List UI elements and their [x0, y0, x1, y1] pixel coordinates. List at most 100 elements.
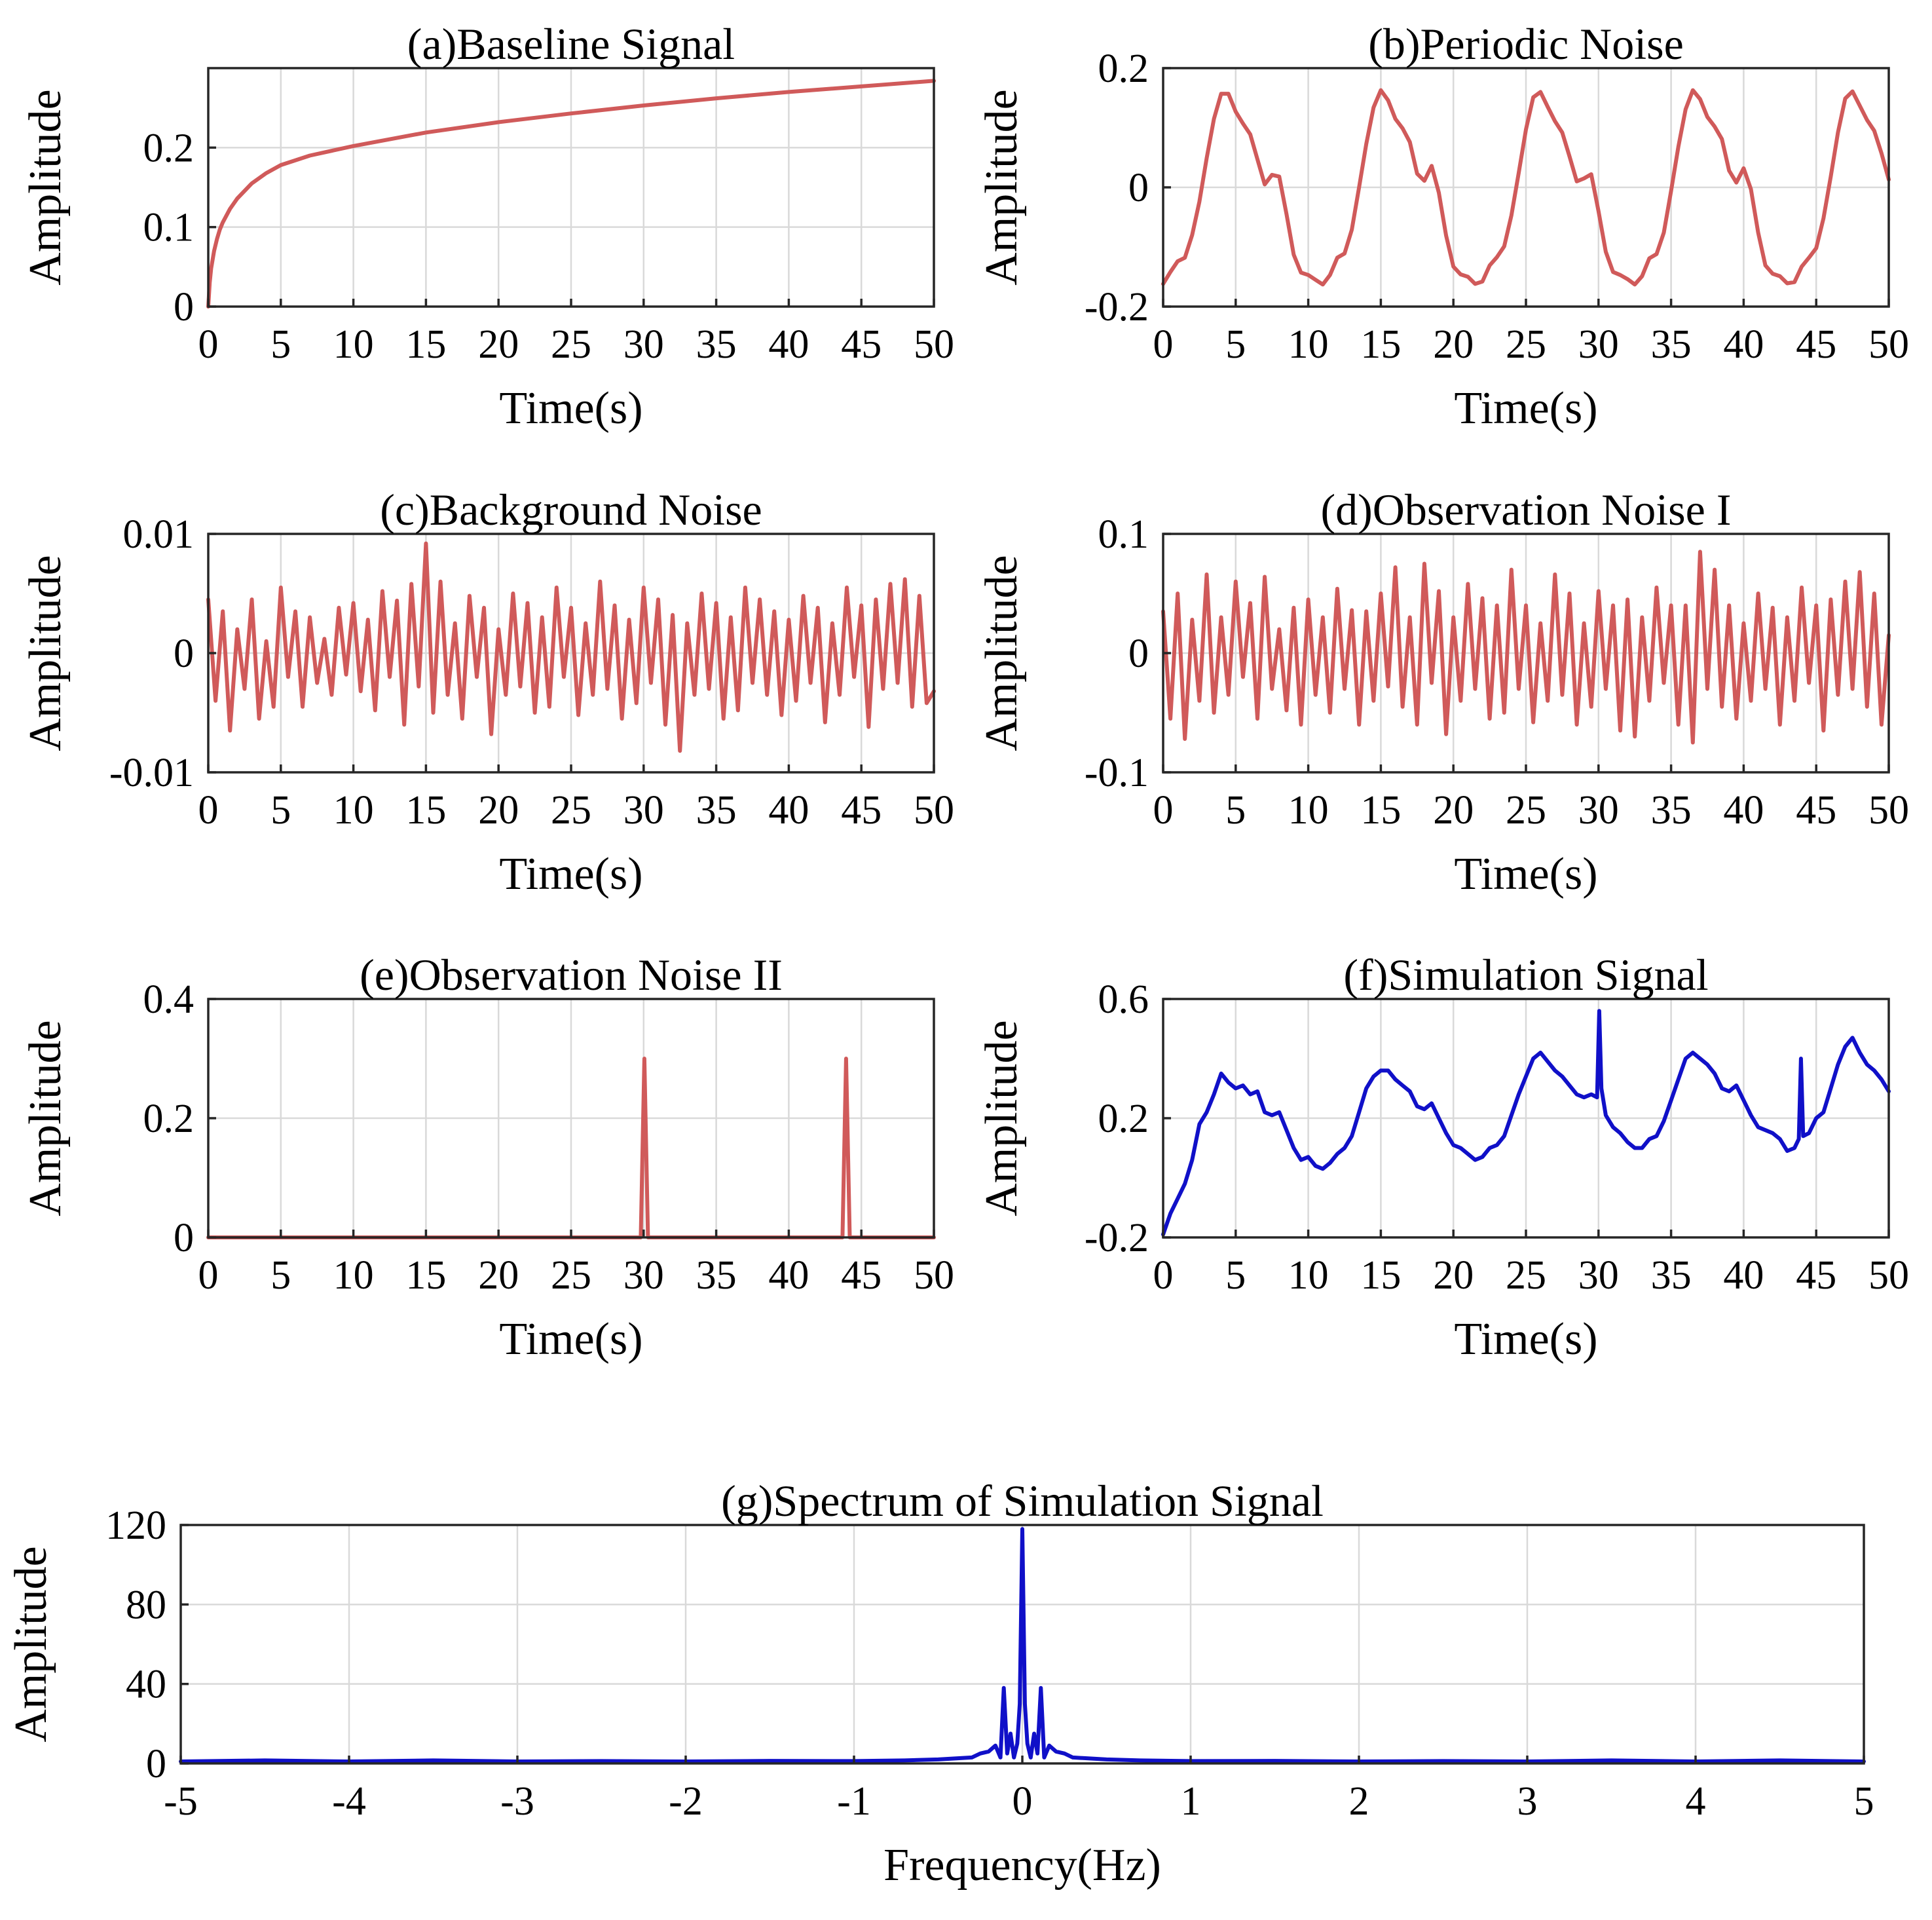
x-tick-label: 10	[333, 788, 374, 833]
chart-title: (c)Background Noise	[380, 485, 762, 535]
subplot-f: 0 5 10 15 20 25 30 35 40 45 50 -0.2 0.2 0.6 (f)Simulat…	[976, 950, 1909, 1365]
x-tick-label: 15	[405, 322, 446, 367]
x-tick-label: 25	[551, 788, 591, 833]
x-tick-label: 5	[1225, 788, 1246, 833]
x-tick-label: 30	[623, 1253, 664, 1298]
y-tick-label: 0	[146, 1742, 166, 1786]
chart-title: (b)Periodic Noise	[1368, 19, 1684, 69]
x-tick-label: 10	[333, 322, 374, 367]
x-tick-label: 0	[198, 1253, 219, 1298]
x-tick-label: 2	[1349, 1779, 1369, 1824]
y-tick-label: 0	[1128, 631, 1149, 676]
x-tick-label: 10	[333, 1253, 374, 1298]
x-tick-label: 1	[1181, 1779, 1201, 1824]
chart-title: (g)Spectrum of Simulation Signal	[721, 1476, 1324, 1526]
x-tick-label: 35	[1651, 1253, 1692, 1298]
x-tick-label: 50	[1868, 788, 1909, 833]
x-tick-label: 20	[1433, 1253, 1474, 1298]
x-axis-label: Time(s)	[1454, 1314, 1597, 1365]
x-tick-label: 20	[478, 788, 519, 833]
x-tick-label: 45	[1796, 788, 1836, 833]
y-tick-label: 0	[174, 285, 194, 329]
subplot-g: -5 -4 -3 -2 -1 0 1 2 3 4 5 0 40 80 120 (g)Spectrum of S…	[6, 1476, 1874, 1891]
x-tick-label: 25	[551, 1253, 591, 1298]
x-tick-label: 45	[1796, 322, 1836, 367]
x-tick-label: 45	[1796, 1253, 1836, 1298]
x-axis-label: Time(s)	[499, 383, 642, 434]
y-tick-label: 0.2	[143, 1097, 195, 1141]
x-tick-label: 40	[768, 1253, 809, 1298]
x-tick-label: 5	[270, 1253, 291, 1298]
x-tick-label: 45	[841, 322, 882, 367]
series-line	[206, 541, 936, 753]
x-tick-label: 3	[1517, 1779, 1538, 1824]
x-tick-label: 30	[1578, 322, 1619, 367]
y-tick-label: 0.2	[143, 126, 195, 170]
x-tick-label: 50	[1868, 322, 1909, 367]
y-tick-label: 0	[1128, 166, 1149, 210]
x-tick-label: 0	[1153, 1253, 1174, 1298]
y-tick-label: -0.01	[109, 751, 194, 795]
x-tick-label: 15	[405, 788, 446, 833]
x-tick-label: 15	[1360, 788, 1401, 833]
x-tick-label: 50	[1868, 1253, 1909, 1298]
subplot-d: 0 5 10 15 20 25 30 35 40 45 50-0.100.1 (d)Observati…	[976, 485, 1909, 899]
x-tick-label: 50	[914, 788, 954, 833]
x-tick-label: 20	[478, 1253, 519, 1298]
x-tick-label: 5	[1854, 1779, 1874, 1824]
chart-title: (a)Baseline Signal	[407, 19, 735, 69]
y-tick-label: 0.4	[143, 977, 195, 1022]
series-line	[179, 1527, 1866, 1763]
chart-title: (e)Observation Noise II	[360, 950, 783, 1000]
y-tick-label: 0	[174, 631, 194, 676]
series-line	[206, 79, 936, 309]
x-axis-label: Frequency(Hz)	[883, 1840, 1161, 1891]
y-axis-label: Amplitude	[20, 555, 71, 751]
x-tick-label: 30	[623, 322, 664, 367]
x-axis-label: Time(s)	[499, 849, 642, 899]
y-axis-label: Amplitude	[976, 89, 1027, 285]
y-tick-label: 40	[126, 1663, 166, 1707]
subplot-a: 0 5 10 15 20 25 30 35 40 45 50 0 0.1 0.2 (a)Baseline S…	[20, 19, 954, 434]
x-tick-label: 30	[1578, 1253, 1619, 1298]
y-axis-label: Amplitude	[20, 89, 71, 285]
x-tick-label: 5	[270, 788, 291, 833]
x-tick-label: 35	[696, 1253, 737, 1298]
x-tick-label: 25	[1506, 788, 1546, 833]
series-line	[1161, 1009, 1891, 1237]
x-tick-label: 4	[1686, 1779, 1706, 1824]
x-tick-label: 40	[1723, 322, 1764, 367]
x-tick-label: 15	[405, 1253, 446, 1298]
x-tick-label: 35	[696, 788, 737, 833]
y-tick-label: -0.2	[1085, 1216, 1149, 1260]
x-tick-label: 0	[1153, 322, 1174, 367]
y-tick-label: 0	[174, 1216, 194, 1260]
x-tick-label: 40	[768, 322, 809, 367]
x-tick-label: 20	[1433, 322, 1474, 367]
y-axis-label: Amplitude	[6, 1546, 56, 1742]
x-tick-label: 5	[270, 322, 291, 367]
x-tick-label: 0	[198, 322, 219, 367]
x-tick-label: 0	[198, 788, 219, 833]
x-axis-label: Time(s)	[1454, 849, 1597, 899]
y-axis-label: Amplitude	[20, 1020, 71, 1216]
chart-title: (d)Observation Noise I	[1321, 485, 1732, 535]
x-tick-label: 25	[1506, 322, 1546, 367]
x-axis-label: Time(s)	[1454, 383, 1597, 434]
chart-title: (f)Simulation Signal	[1343, 950, 1708, 1000]
x-tick-label: 50	[914, 1253, 954, 1298]
x-tick-label: 0	[1153, 788, 1174, 833]
x-tick-label: -5	[164, 1779, 198, 1824]
x-tick-label: 5	[1225, 322, 1246, 367]
x-tick-label: -4	[332, 1779, 366, 1824]
x-tick-label: 15	[1360, 1253, 1401, 1298]
x-tick-label: -1	[837, 1779, 871, 1824]
x-axis-label: Time(s)	[499, 1314, 642, 1365]
x-tick-label: 40	[1723, 1253, 1764, 1298]
x-tick-label: 10	[1288, 788, 1329, 833]
y-tick-label: 80	[126, 1583, 166, 1627]
y-tick-label: -0.2	[1085, 285, 1149, 329]
x-tick-label: 0	[1012, 1779, 1033, 1824]
